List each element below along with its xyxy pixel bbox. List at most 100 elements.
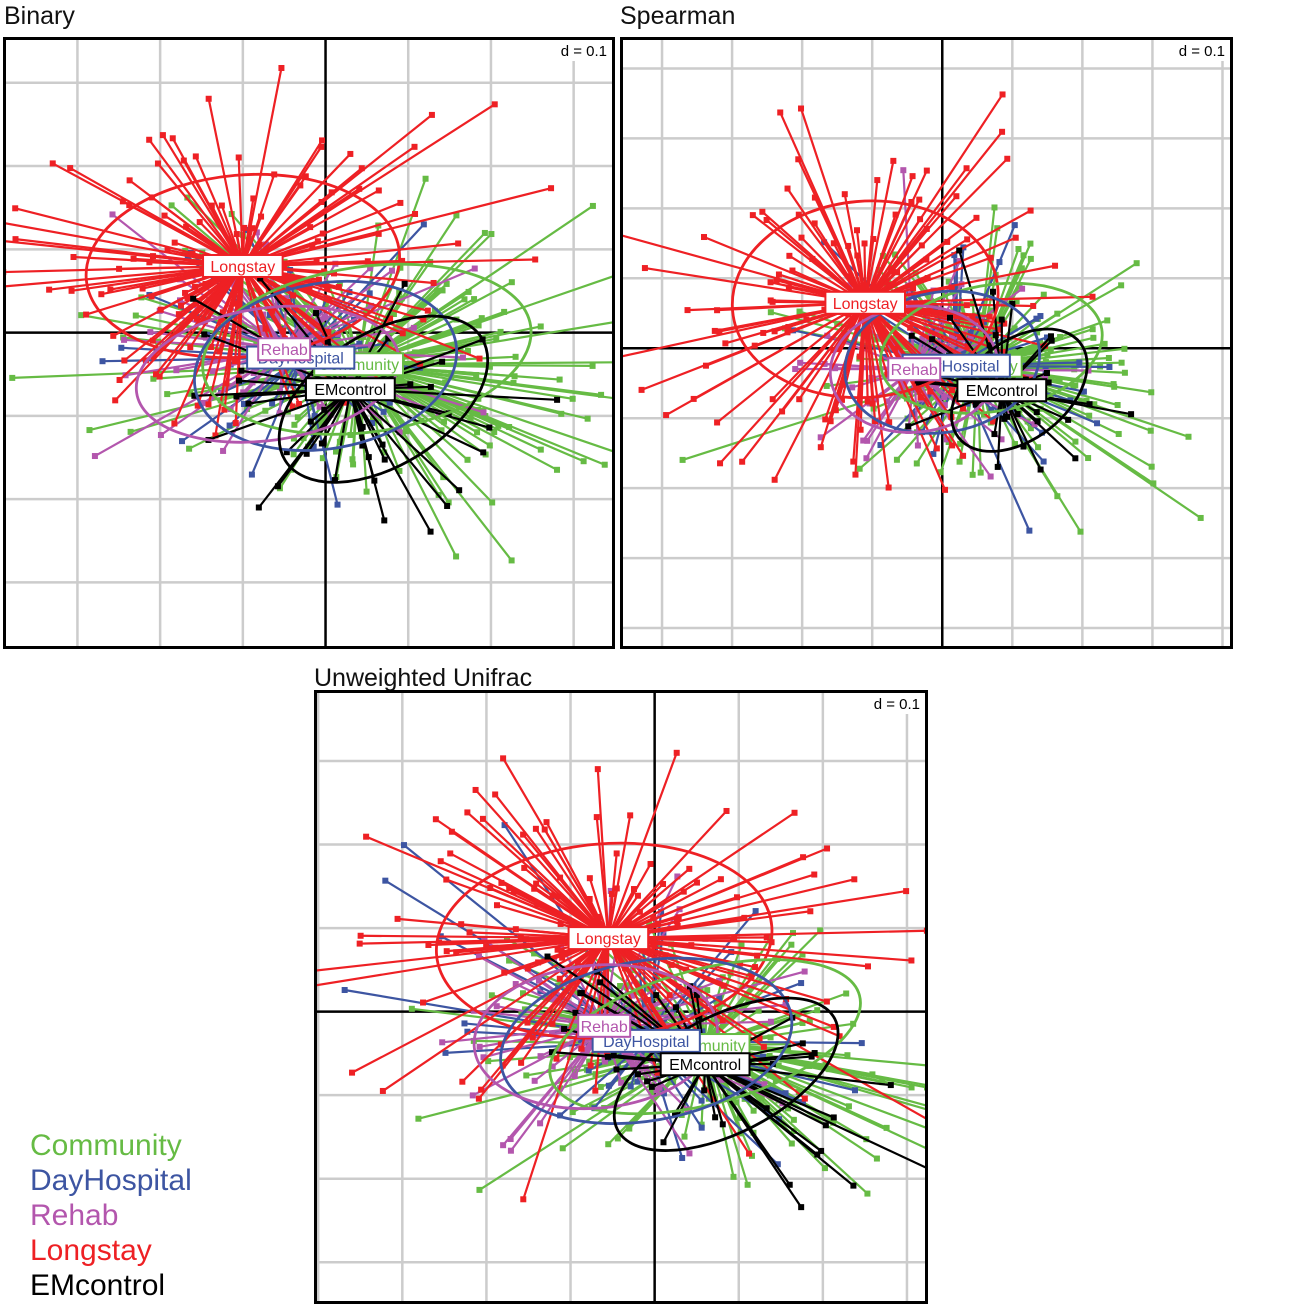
sample-point-longstay xyxy=(996,326,1003,333)
sample-point-rehab xyxy=(91,453,98,460)
sample-point-community xyxy=(350,461,357,468)
spoke-community xyxy=(358,363,615,454)
sample-point-emcontrol xyxy=(634,1071,641,1078)
sample-point-longstay xyxy=(330,270,337,277)
sample-point-longstay xyxy=(1004,155,1011,162)
sample-point-community xyxy=(481,229,488,236)
sample-point-community xyxy=(619,954,626,961)
sample-point-longstay xyxy=(476,355,483,362)
sample-point-dayhospital xyxy=(366,290,373,297)
sample-point-emcontrol xyxy=(644,1078,651,1085)
sample-point-emcontrol xyxy=(905,423,912,430)
sample-point-longstay xyxy=(673,749,680,756)
sample-point-community xyxy=(598,391,605,398)
sample-point-longstay xyxy=(356,185,363,192)
sample-point-community xyxy=(1077,528,1084,535)
sample-point-longstay xyxy=(654,920,661,927)
sample-point-community xyxy=(442,379,449,386)
sample-point-longstay xyxy=(856,353,863,360)
sample-point-longstay xyxy=(192,283,199,290)
sample-point-community xyxy=(977,469,984,476)
spoke-emcontrol xyxy=(662,1063,707,1143)
sample-point-longstay xyxy=(574,959,581,966)
sample-point-longstay xyxy=(510,888,517,895)
ellipse-dayhospital xyxy=(193,279,459,452)
ellipse-community xyxy=(201,262,533,436)
sample-point-rehab xyxy=(368,302,375,309)
legend-item-community: Community xyxy=(30,1129,182,1162)
sample-point-longstay xyxy=(827,418,834,425)
sample-point-rehab xyxy=(718,1076,725,1083)
sample-point-longstay xyxy=(302,173,309,180)
svg-text:Longstay: Longstay xyxy=(833,296,898,313)
sample-point-longstay xyxy=(521,864,528,871)
sample-point-community xyxy=(1089,326,1096,333)
sample-point-longstay xyxy=(319,137,326,144)
sample-point-longstay xyxy=(68,287,75,294)
sample-point-dayhospital xyxy=(386,399,393,406)
sample-point-emcontrol xyxy=(653,992,660,999)
sample-point-community xyxy=(589,202,596,209)
sample-point-longstay xyxy=(479,815,486,822)
sample-point-longstay xyxy=(194,315,201,322)
spoke-longstay xyxy=(242,189,380,267)
sample-point-longstay xyxy=(548,185,555,192)
sample-point-emcontrol xyxy=(929,336,936,343)
scale-label: d = 0.1 xyxy=(1161,39,1231,61)
sample-point-community xyxy=(336,280,343,287)
sample-point-longstay xyxy=(324,284,331,291)
sample-point-longstay xyxy=(146,259,153,266)
sample-point-emcontrol xyxy=(191,392,198,399)
sample-point-longstay xyxy=(785,284,792,291)
sample-point-dayhospital xyxy=(1080,388,1087,395)
sample-point-rehab xyxy=(1042,373,1049,380)
sample-point-rehab xyxy=(1031,421,1038,428)
spoke-community xyxy=(357,283,448,366)
sample-point-emcontrol xyxy=(786,1181,793,1188)
sample-point-community xyxy=(1071,366,1078,373)
plot-frame xyxy=(314,690,928,1304)
sample-point-emcontrol xyxy=(1047,333,1054,340)
legend-item-emcontrol: EMcontrol xyxy=(30,1269,166,1302)
sample-point-longstay xyxy=(857,426,864,433)
sample-point-community xyxy=(132,312,139,319)
spoke-longstay xyxy=(3,264,243,288)
spoke-longstay xyxy=(435,818,610,940)
sample-point-longstay xyxy=(586,895,593,902)
sample-point-community xyxy=(1054,493,1061,500)
spoke-emcontrol xyxy=(277,388,352,487)
sample-point-longstay xyxy=(437,858,444,865)
sample-point-longstay xyxy=(666,992,673,999)
sample-point-dayhospital xyxy=(1011,222,1018,229)
sample-point-longstay xyxy=(990,418,997,425)
spokes-longstay xyxy=(620,91,1096,493)
sample-point-longstay xyxy=(586,875,593,882)
sample-point-dayhospital xyxy=(951,252,958,259)
sample-point-community xyxy=(1147,427,1154,434)
sample-point-longstay xyxy=(650,915,657,922)
sample-point-community xyxy=(1013,298,1020,305)
sample-point-emcontrol xyxy=(613,1066,620,1073)
sample-point-longstay xyxy=(412,210,419,217)
sample-point-emcontrol xyxy=(480,449,487,456)
sample-point-community xyxy=(823,382,830,389)
sample-point-dayhospital xyxy=(334,501,341,508)
sample-point-rehab xyxy=(602,1058,609,1065)
sample-point-dayhospital xyxy=(930,450,937,457)
sample-point-rehab xyxy=(493,1003,500,1010)
sample-point-community xyxy=(432,399,439,406)
spoke-longstay xyxy=(543,828,610,939)
sample-point-emcontrol xyxy=(444,502,451,509)
scale-label: d = 0.1 xyxy=(543,39,613,61)
sample-point-emcontrol xyxy=(371,477,378,484)
spoke-longstay xyxy=(864,209,1032,304)
sample-point-dayhospital xyxy=(858,1040,865,1047)
sample-point-community xyxy=(537,446,544,453)
centroid-label-rehab: Rehab xyxy=(577,1013,632,1038)
sample-point-longstay xyxy=(205,95,212,102)
sample-point-rehab xyxy=(817,434,824,441)
legend-item-rehab: Rehab xyxy=(30,1199,119,1232)
sample-point-longstay xyxy=(218,202,225,209)
sample-point-emcontrol xyxy=(572,1009,579,1016)
sample-point-dayhospital xyxy=(341,987,348,994)
